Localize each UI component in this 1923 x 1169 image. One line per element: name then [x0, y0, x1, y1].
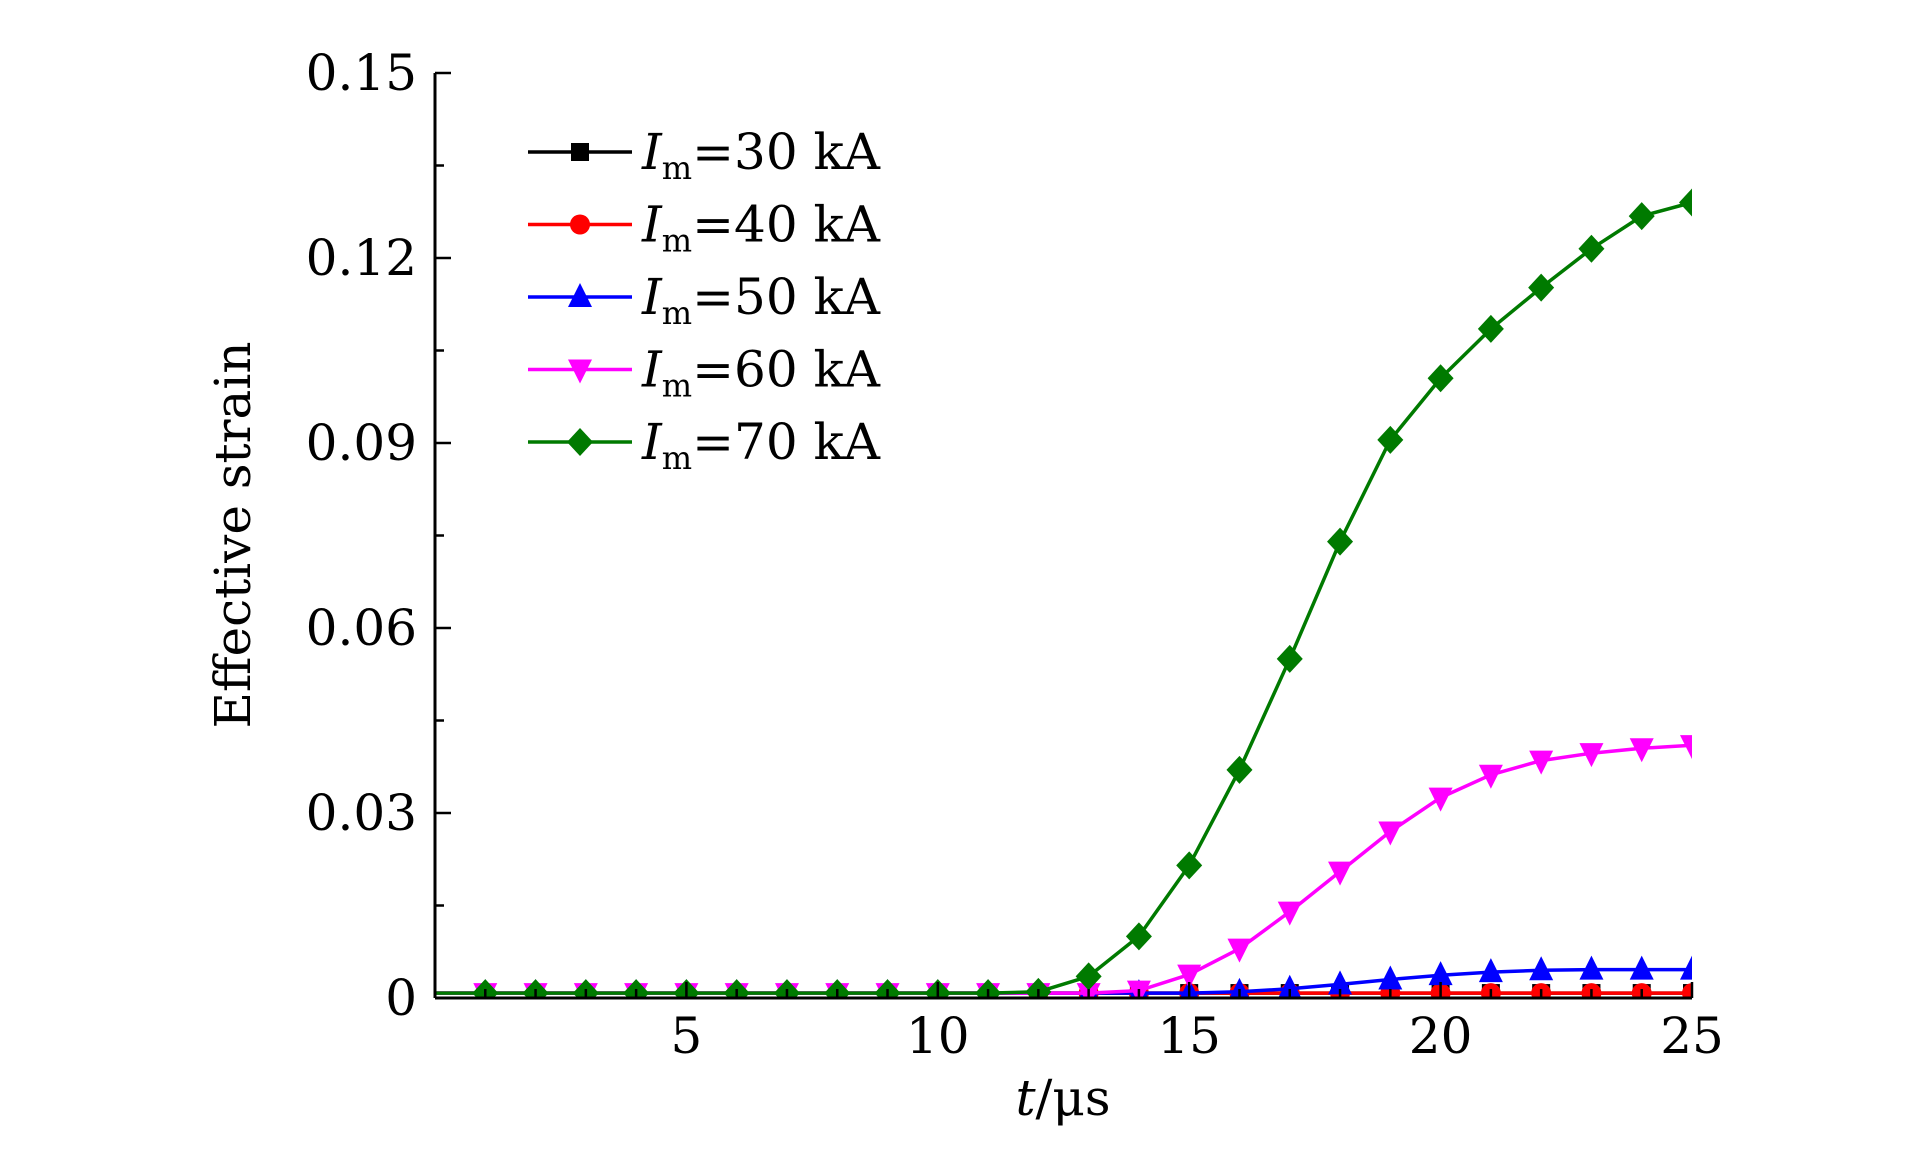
legend: Im=30 kA Im=40 kA Im=50 kA Im=60 kA Im=70 kA [528, 123, 881, 477]
x-tick-label: 5 [670, 1007, 702, 1065]
data-point [1679, 188, 1692, 217]
data-point [1226, 755, 1253, 784]
y-tick-label: 0.03 [306, 784, 417, 842]
legend-label: Im=40 kA [641, 196, 881, 260]
data-point [1680, 735, 1692, 760]
data-point [1477, 314, 1504, 343]
data-point [522, 979, 549, 998]
data-point [1176, 851, 1203, 880]
data-point [1276, 644, 1303, 673]
legend-marker [570, 214, 590, 235]
x-tick-label: 10 [906, 1007, 970, 1065]
data-point [1682, 983, 1692, 998]
data-point [1528, 273, 1555, 302]
y-tick-label: 0.15 [306, 44, 417, 102]
legend-label: Im=70 kA [641, 413, 881, 477]
legend-item: Im=70 kA [528, 413, 881, 477]
data-point [1579, 743, 1604, 768]
axes [433, 73, 1692, 1000]
y-axis-title: Effective strain [204, 341, 262, 728]
x-axis-variable: t [1015, 1069, 1036, 1127]
y-tick-label: 0.09 [306, 414, 417, 472]
data-point [975, 979, 1002, 998]
data-point [1378, 821, 1403, 846]
series-line [435, 967, 1692, 995]
data-point [1579, 955, 1604, 980]
legend-label: Im=60 kA [641, 341, 881, 405]
data-point [824, 979, 851, 998]
legend-marker [567, 428, 593, 456]
series-3 [435, 955, 1692, 998]
data-point [1377, 425, 1404, 454]
data-point [1177, 964, 1202, 989]
data-point [723, 979, 750, 998]
data-point [1328, 970, 1353, 995]
legend-item: Im=50 kA [528, 268, 881, 332]
data-point [1277, 901, 1302, 926]
legend-item: Im=60 kA [528, 341, 881, 405]
data-point [1278, 974, 1302, 998]
legend-marker [568, 359, 592, 384]
y-tick-label: 0 [385, 969, 417, 1027]
data-point [1478, 958, 1503, 983]
x-axis-title: t/μs [1015, 1069, 1110, 1127]
series-4 [435, 735, 1692, 998]
data-point [1428, 961, 1453, 986]
data-point [1628, 202, 1655, 231]
data-point [1629, 955, 1654, 980]
series-line [435, 200, 1692, 995]
data-point [874, 979, 901, 998]
data-point [1428, 787, 1453, 812]
data-point [1378, 965, 1403, 990]
x-axis-unit: /μs [1036, 1069, 1111, 1127]
legend-marker [571, 143, 589, 161]
data-point [1229, 977, 1250, 998]
y-tick-label: 0.12 [306, 229, 417, 287]
data-point [773, 979, 800, 998]
ticks [435, 71, 1694, 998]
data-point [1578, 234, 1605, 263]
data-point [472, 979, 499, 998]
x-tick-label: 15 [1157, 1007, 1221, 1065]
data-point [623, 979, 650, 998]
data-point [1680, 955, 1692, 980]
legend-label: Im=50 kA [641, 268, 881, 332]
legend-marker [568, 283, 592, 307]
series-5 [435, 188, 1692, 998]
data-point [1227, 938, 1252, 963]
data-point [572, 979, 599, 998]
data-point [1025, 977, 1052, 998]
data-point [1529, 750, 1554, 775]
data-point [1327, 527, 1354, 556]
x-tick-label: 25 [1660, 1007, 1724, 1065]
data-point [1478, 764, 1503, 789]
series-layer [435, 188, 1692, 998]
data-point [1629, 738, 1654, 763]
data-point [1427, 364, 1454, 393]
legend-label: Im=30 kA [641, 123, 881, 187]
legend-item: Im=40 kA [528, 196, 881, 260]
tick-labels: 5 10 15 20 25 0 0.03 0.06 0.09 0.12 0.15 [306, 44, 1724, 1065]
series-line [435, 743, 1692, 995]
data-point [1529, 956, 1554, 981]
data-point [1125, 922, 1152, 951]
x-tick-label: 20 [1409, 1007, 1473, 1065]
data-point [1075, 962, 1102, 991]
y-tick-label: 0.06 [306, 599, 417, 657]
data-point [1328, 861, 1353, 886]
legend-item: Im=30 kA [528, 123, 881, 187]
